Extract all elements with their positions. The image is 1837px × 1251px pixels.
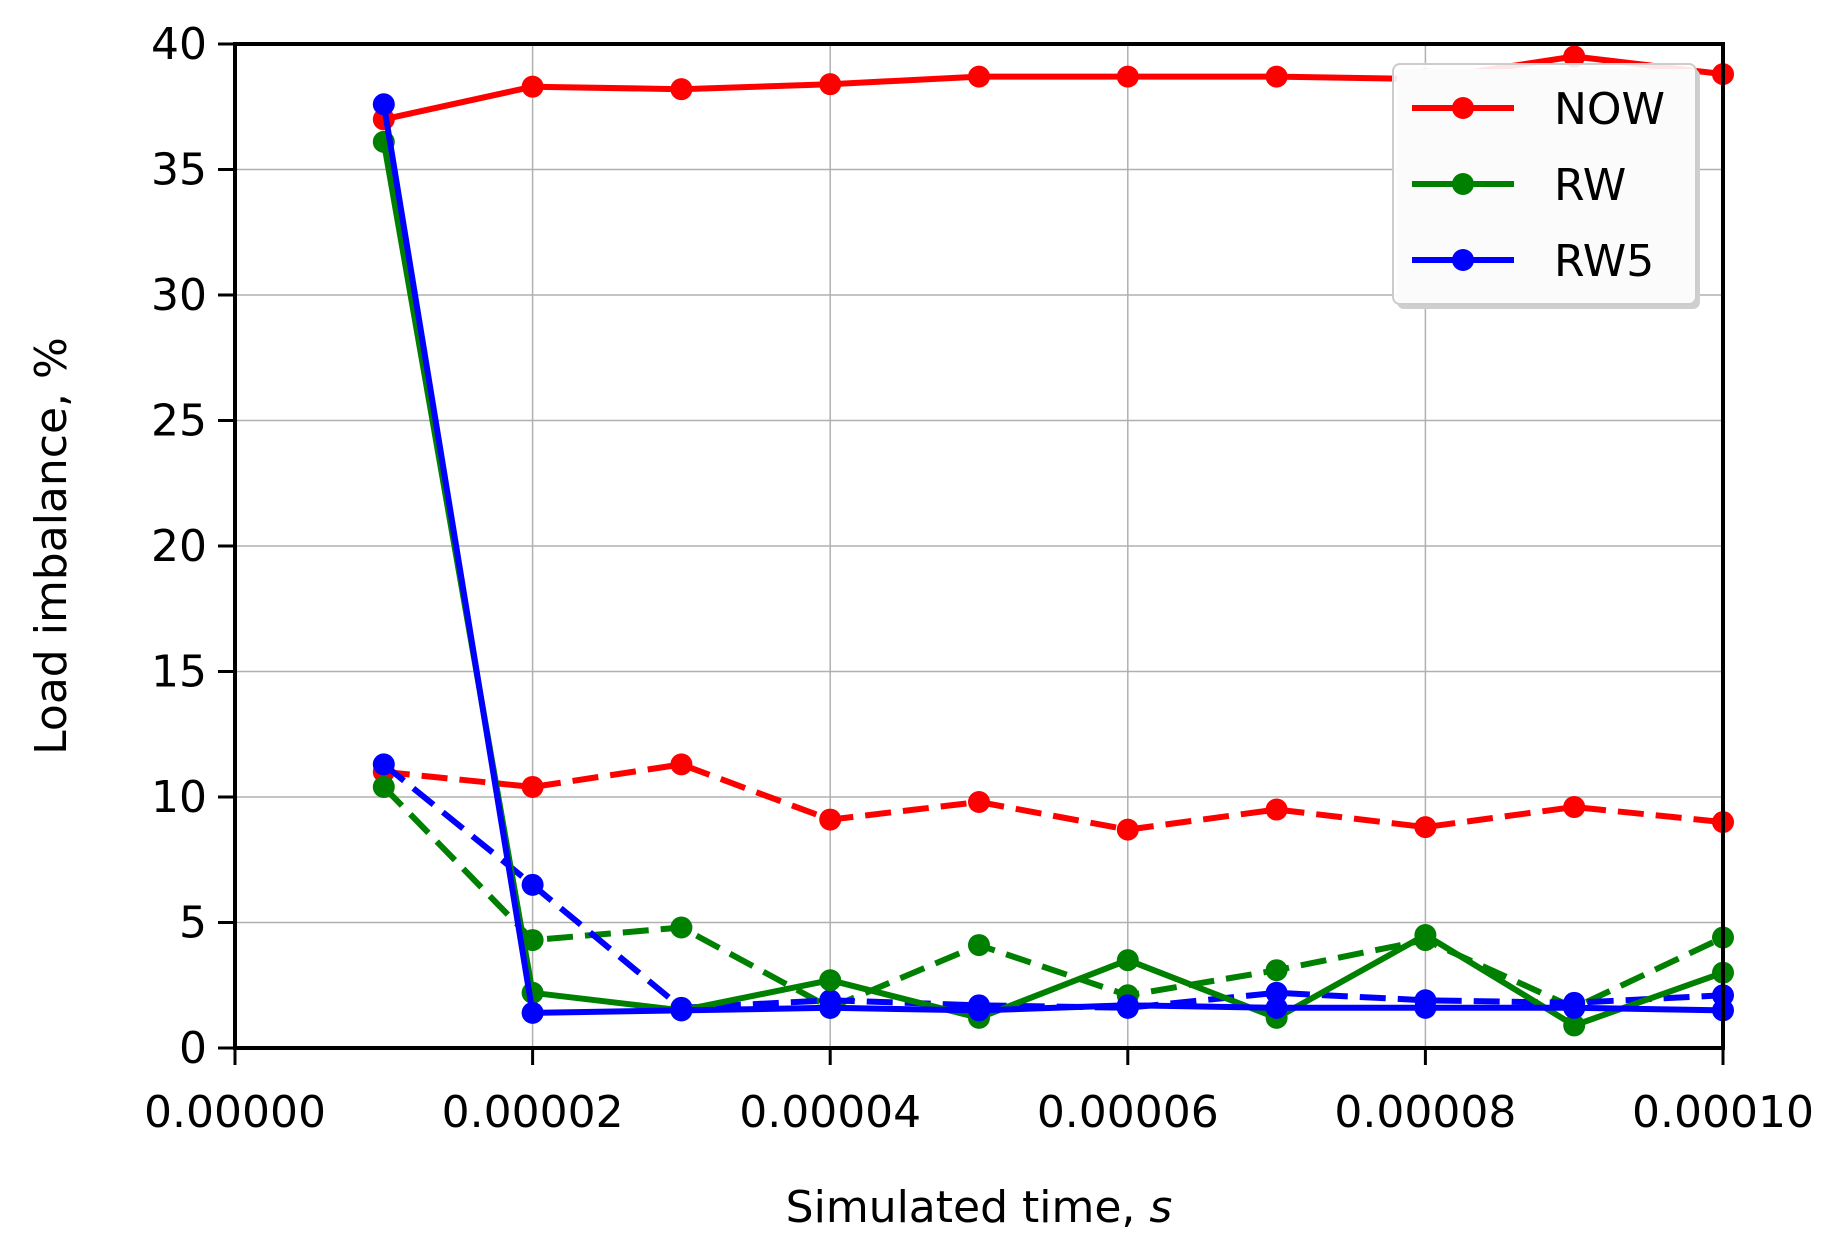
legend-label-rw5: RW5 xyxy=(1554,236,1654,287)
rw-point xyxy=(1414,924,1437,947)
now-point xyxy=(819,73,842,96)
now-point xyxy=(1116,65,1139,88)
series-3-dashed-point xyxy=(1265,798,1288,821)
rw5-point xyxy=(1414,996,1437,1019)
legend-marker-now xyxy=(1452,97,1474,119)
series-4-dashed-point xyxy=(670,916,693,939)
now-point xyxy=(521,75,544,98)
x-tick-label: 0.00008 xyxy=(1334,1087,1516,1138)
now-point xyxy=(1265,65,1288,88)
series-3-dashed-point xyxy=(670,753,693,776)
x-tick-label: 0.00002 xyxy=(442,1087,624,1138)
rw5-point xyxy=(670,999,693,1022)
series-4-dashed-point xyxy=(968,934,990,957)
now-point xyxy=(1563,45,1586,68)
y-tick-label: 5 xyxy=(179,898,207,949)
rw-line xyxy=(380,141,1725,1029)
rw-point xyxy=(1116,949,1139,972)
y-tick-label: 35 xyxy=(151,145,207,196)
x-tick-label: 0.00000 xyxy=(144,1087,326,1138)
legend-box xyxy=(1392,63,1697,305)
series-3-dashed-point xyxy=(1414,816,1437,839)
x-tick-label: 0.00006 xyxy=(1037,1087,1219,1138)
y-tick-label: 20 xyxy=(151,521,207,572)
series-3-dashed-point xyxy=(819,808,842,831)
rw-point xyxy=(1563,1014,1586,1037)
legend-label-rw: RW xyxy=(1554,160,1626,211)
rw5-point xyxy=(1265,996,1288,1019)
series-3-dashed-line xyxy=(383,761,1724,833)
series-3-dashed-point xyxy=(1116,818,1139,841)
x-tick-label: 0.00010 xyxy=(1632,1087,1814,1138)
y-tick-label: 40 xyxy=(151,19,207,70)
y-tick-label: 10 xyxy=(151,772,207,823)
legend-marker-rw5 xyxy=(1452,249,1474,271)
rw5-point xyxy=(521,1001,544,1024)
series-3-dashed-point xyxy=(521,775,544,798)
series-layer xyxy=(372,45,1734,1037)
series-3-dashed-point xyxy=(968,791,990,814)
rw5-point xyxy=(968,999,990,1022)
series-3-dashed-point xyxy=(1563,796,1586,819)
y-tick-label: 15 xyxy=(151,647,207,698)
rw5-point xyxy=(1116,994,1139,1017)
series-5-dashed-point xyxy=(372,753,395,776)
rw-point xyxy=(819,969,842,992)
x-tick-label: 0.00004 xyxy=(739,1087,921,1138)
series-4-dashed-point xyxy=(1265,959,1288,982)
y-tick-label: 25 xyxy=(151,396,207,447)
x-axis-label: Simulated time, s xyxy=(786,1182,1173,1233)
series-5-dashed-line xyxy=(381,762,1724,1011)
legend: NOW RW RW5 xyxy=(1392,63,1700,309)
rw5-point xyxy=(819,996,842,1019)
y-tick-label: 30 xyxy=(151,270,207,321)
series-4-dashed-line xyxy=(381,784,1725,1011)
rw5-point xyxy=(1563,996,1586,1019)
legend-marker-rw xyxy=(1452,173,1474,195)
legend-label-now: NOW xyxy=(1554,84,1665,135)
rw5-line xyxy=(380,103,1724,1016)
y-axis-label: Load imbalance, % xyxy=(26,337,77,755)
series-5-dashed-point xyxy=(1265,981,1288,1004)
axis-ticks: 0.00000 0.00002 0.00004 0.00006 0.00008 0.000… xyxy=(144,19,1814,1138)
rw5-point xyxy=(372,93,395,116)
now-point xyxy=(670,78,693,101)
series-4-dashed-point xyxy=(372,775,395,798)
now-point xyxy=(968,65,990,88)
y-tick-label: 0 xyxy=(179,1023,207,1074)
series-5-dashed-point xyxy=(521,873,544,896)
